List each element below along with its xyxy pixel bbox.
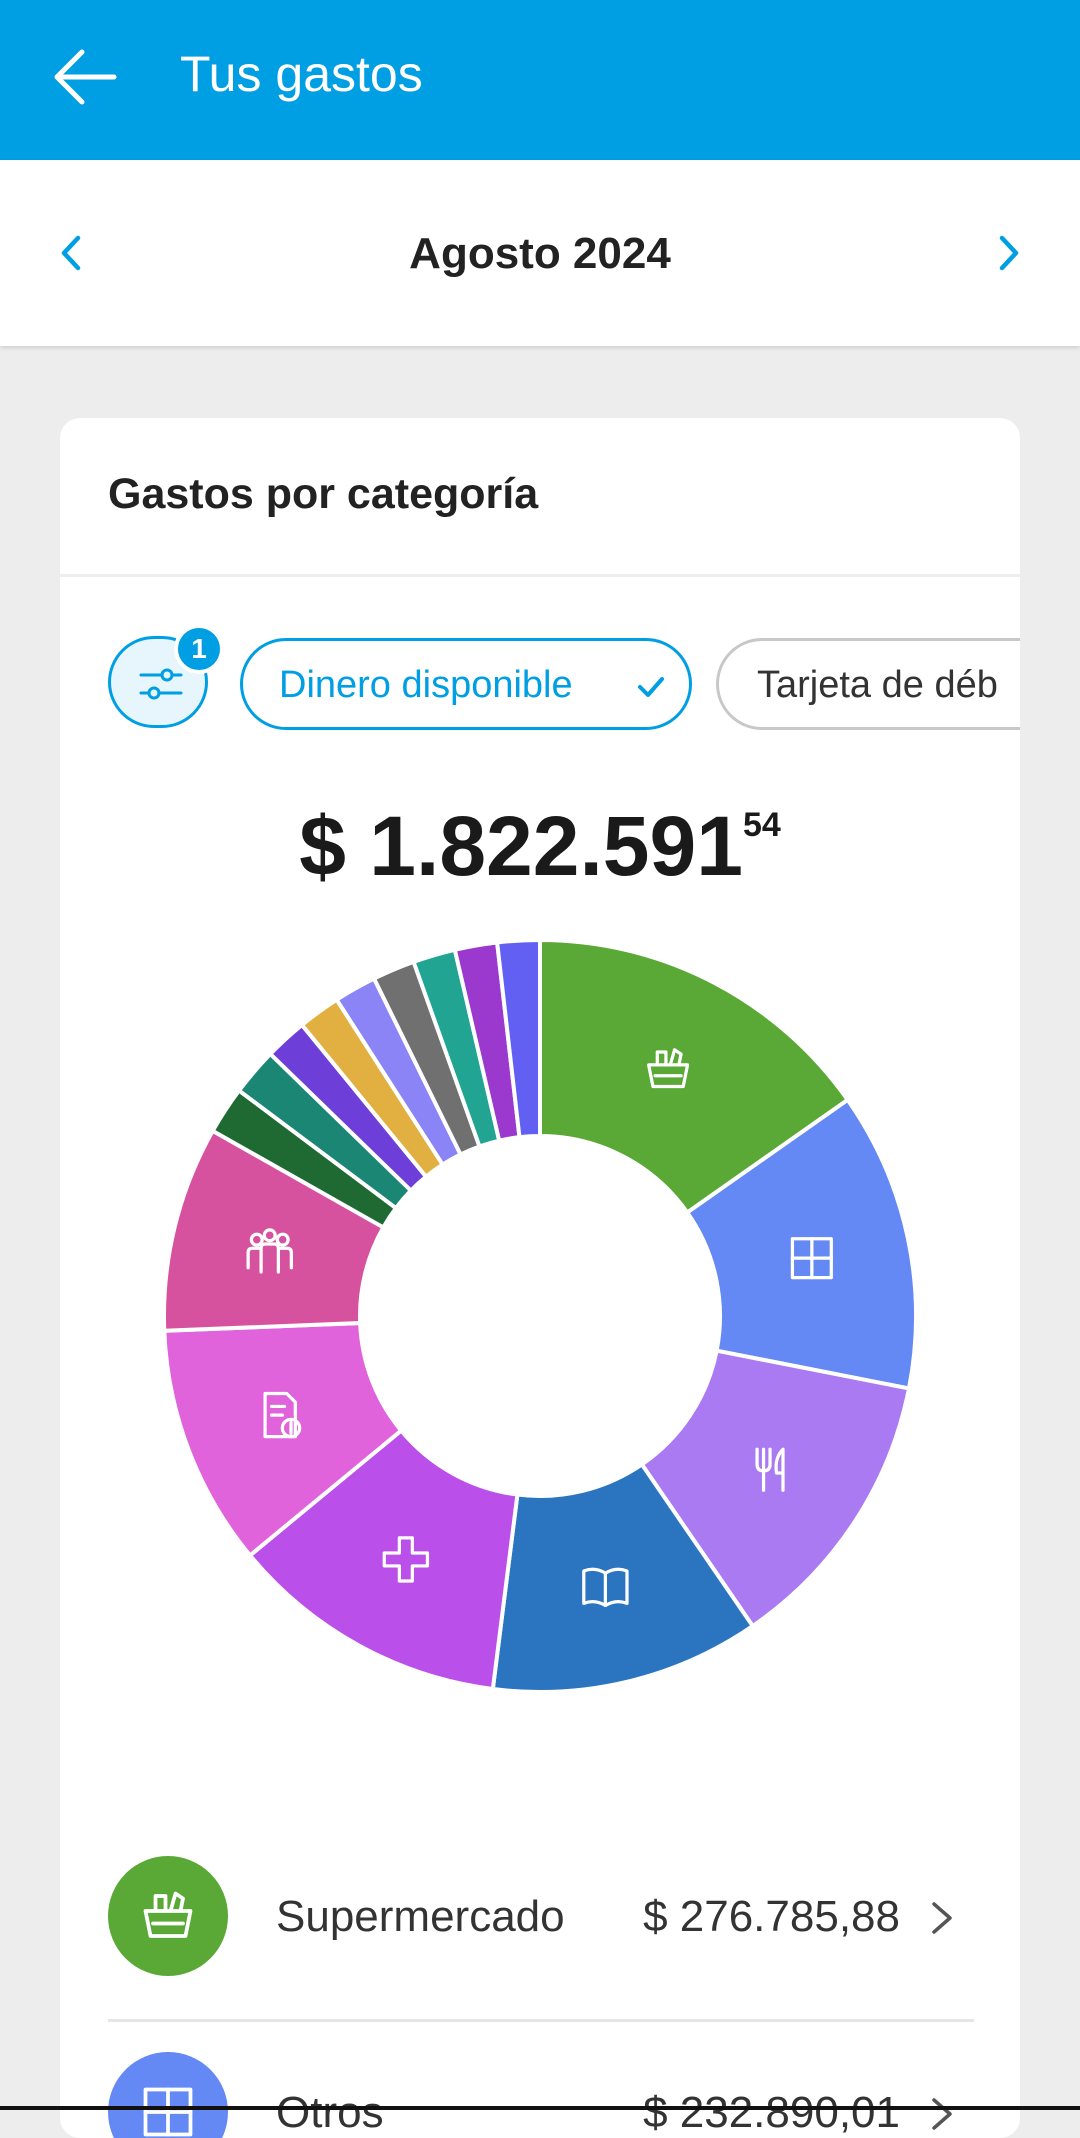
sliders-icon — [139, 668, 183, 700]
back-button[interactable] — [48, 40, 122, 114]
prev-month-button[interactable] — [44, 226, 98, 280]
filter-count-badge: 1 — [174, 624, 224, 674]
category-avatar — [108, 2052, 228, 2138]
chevron-left-icon — [61, 235, 81, 271]
donut-slice[interactable] — [490, 1461, 756, 1694]
expenses-by-category-card: Gastos por categoría 1 Dinero disponible… — [60, 418, 1020, 2138]
people-icon — [246, 1228, 293, 1274]
divider — [60, 574, 1020, 577]
chevron-right-icon — [999, 235, 1019, 271]
chevron-right-icon — [932, 1902, 952, 1934]
screen-bottom-edge — [0, 2106, 1080, 2110]
chevron-right-icon — [932, 2098, 952, 2130]
basket-icon — [647, 1048, 690, 1089]
donut-slice[interactable] — [684, 1097, 918, 1391]
donut-slice[interactable] — [162, 1320, 405, 1559]
donut-slice[interactable] — [538, 938, 851, 1216]
page-title: Tus gastos — [180, 46, 423, 102]
donut-slice[interactable] — [639, 1348, 912, 1629]
total-amount: $ 1.822.59154 — [60, 798, 1020, 895]
chip-dinero-disponible[interactable]: Dinero disponible — [240, 638, 692, 730]
donut-slice[interactable] — [494, 938, 542, 1140]
arrow-left-icon — [54, 49, 117, 105]
category-row[interactable]: Supermercado $ 276.785,88 — [108, 1826, 974, 2022]
month-navigator: Agosto 2024 — [0, 160, 1080, 346]
book-icon — [582, 1567, 629, 1608]
row-divider — [108, 2019, 974, 2022]
category-donut-chart[interactable] — [162, 938, 918, 1694]
category-amount: $ 232.890,01 — [643, 2088, 900, 2137]
app-bar: Tus gastos — [0, 0, 1080, 160]
fork-knife-icon — [755, 1447, 785, 1492]
chip-label: Dinero disponible — [279, 664, 573, 706]
category-list: Supermercado $ 276.785,88 Otros $ 232.890,0… — [108, 1826, 974, 2138]
bill-icon — [263, 1391, 302, 1439]
total-integer: 1.822.591 — [369, 799, 743, 893]
basket-icon — [143, 1891, 193, 1938]
month-label: Agosto 2024 — [409, 229, 671, 278]
grid-icon — [790, 1237, 833, 1280]
category-name: Otros — [276, 2088, 384, 2137]
chip-tarjeta-debito[interactable]: Tarjeta de déb — [716, 638, 1020, 730]
card-title: Gastos por categoría — [108, 470, 539, 518]
grid-icon — [143, 2087, 193, 2137]
category-name: Supermercado — [276, 1892, 565, 1941]
check-icon — [638, 677, 664, 697]
category-amount: $ 276.785,88 — [643, 1892, 900, 1941]
next-month-button[interactable] — [982, 226, 1036, 280]
category-avatar — [108, 1856, 228, 1976]
category-row[interactable]: Otros $ 232.890,01 — [108, 2022, 974, 2138]
chip-label: Tarjeta de déb — [757, 664, 998, 706]
total-cents: 54 — [742, 806, 781, 844]
total-currency: $ — [299, 799, 346, 893]
cross-icon — [382, 1536, 430, 1583]
